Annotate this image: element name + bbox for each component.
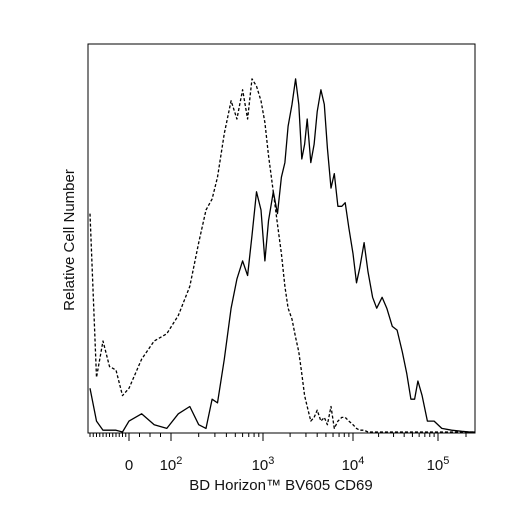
y-axis-label: Relative Cell Number (61, 169, 78, 311)
series-line-solid (89, 78, 475, 433)
x-tick-label: 102 (160, 455, 183, 474)
x-axis-ticks (89, 433, 467, 441)
x-axis-label: BD Horizon™ BV605 CD69 (189, 477, 372, 494)
plot-frame (87, 43, 476, 434)
x-tick-label: 104 (342, 455, 365, 474)
x-tick-label: 105 (427, 455, 450, 474)
x-axis-tick-labels: 0 102 103 104 105 (125, 455, 450, 474)
x-tick-label: 103 (252, 455, 275, 474)
series-line-dashed (89, 78, 475, 433)
x-tick-label: 0 (125, 457, 133, 474)
series-layer (89, 78, 475, 433)
